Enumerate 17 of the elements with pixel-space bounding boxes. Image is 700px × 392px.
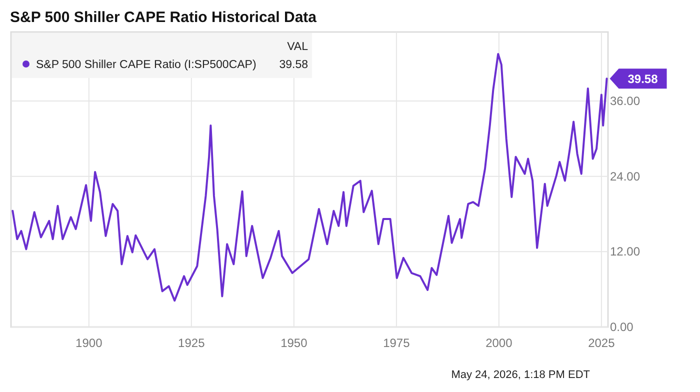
data-label: 39.58: [628, 72, 658, 86]
legend-label: S&P 500 Shiller CAPE Ratio (I:SP500CAP): [36, 59, 256, 71]
x-tick-label: 1900: [76, 336, 103, 350]
y-tick-label: 12.00: [610, 244, 640, 259]
x-tick-label: 2000: [486, 336, 513, 350]
x-tick-label: 1925: [178, 336, 206, 350]
y-tick-label: 36.00: [610, 94, 640, 108]
y-tick-label: 0.00: [610, 320, 634, 334]
x-tick-label: 2025: [588, 336, 616, 350]
line-series: [12, 52, 608, 302]
chart-title: S&P 500 Shiller CAPE Ratio Historical Data: [10, 9, 318, 26]
x-tick-label: 1950: [280, 336, 308, 350]
legend-title: VAL: [287, 41, 309, 53]
text: 39.58: [279, 59, 308, 71]
y-tick-label: 24.00: [610, 169, 640, 184]
x-tick-label: 1975: [383, 336, 410, 350]
text: May 24, 2026, 1:18 PM EDT: [451, 369, 590, 381]
